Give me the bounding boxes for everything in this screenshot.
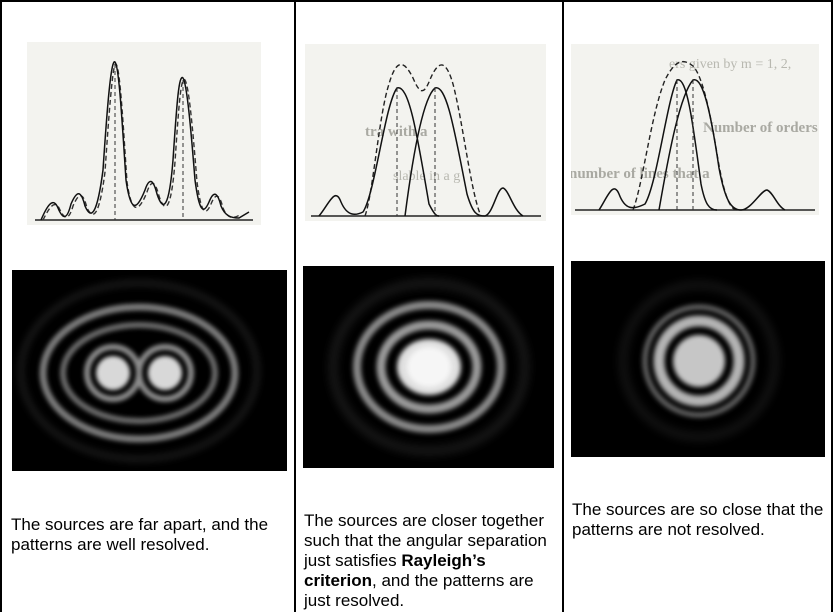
column-not-resolved: ers given by m = 1, 2, Number of orders … <box>564 0 831 612</box>
caption-not-resolved: The sources are so close that the patter… <box>572 500 824 539</box>
intensity-plot-resolved <box>27 42 261 225</box>
diffraction-photo-not-resolved <box>571 261 825 457</box>
diffraction-photo-just-resolved <box>303 266 554 468</box>
bleed-text-2: slable in a g <box>393 169 460 184</box>
table-right-border <box>831 0 833 612</box>
table-left-border <box>0 0 2 612</box>
intensity-plot-not-resolved: ers given by m = 1, 2, Number of orders … <box>571 44 819 215</box>
diffraction-photo-resolved <box>12 270 287 471</box>
caption-just-resolved-prefix: The sources are closer together such tha… <box>304 511 547 570</box>
column-resolved: The sources are far apart, and the patte… <box>2 0 294 612</box>
bleed-text-3: ers given by m = 1, 2, <box>669 57 791 72</box>
bleed-text-5: number of lines that a <box>571 166 710 182</box>
column-divider-2 <box>562 0 564 612</box>
column-just-resolved: tra with a slable in a g <box>296 0 562 612</box>
column-divider-1 <box>294 0 296 612</box>
intensity-plot-just-resolved: tra with a slable in a g <box>305 44 546 221</box>
bleed-text-1: tra with a <box>365 124 428 140</box>
caption-just-resolved: The sources are closer together such tha… <box>304 511 556 611</box>
caption-just-resolved-suffix: , and the patterns are just resolved. <box>304 571 534 610</box>
caption-resolved: The sources are far apart, and the patte… <box>11 515 269 554</box>
table-top-border <box>0 0 833 2</box>
bleed-text-4: Number of orders o <box>703 120 819 136</box>
rayleigh-criterion-term: Rayleigh’s criterion <box>304 551 486 590</box>
